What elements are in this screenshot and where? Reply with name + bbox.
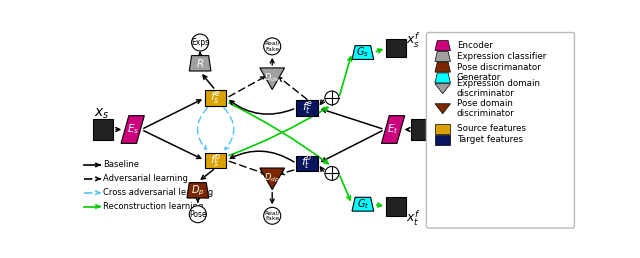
Circle shape — [325, 166, 339, 180]
Text: $R$: $R$ — [196, 57, 204, 69]
Text: Expression classifier: Expression classifier — [457, 52, 546, 61]
FancyBboxPatch shape — [435, 134, 451, 144]
Circle shape — [264, 207, 281, 224]
Text: $E_t$: $E_t$ — [387, 123, 399, 136]
Text: $D_p$: $D_p$ — [191, 183, 205, 198]
FancyBboxPatch shape — [296, 156, 318, 171]
Text: Reconstruction learning: Reconstruction learning — [103, 202, 204, 211]
Text: Pose domain
discriminator: Pose domain discriminator — [457, 99, 515, 118]
Text: Target features: Target features — [457, 135, 523, 144]
Text: Pose discrimanator: Pose discrimanator — [457, 63, 541, 72]
FancyBboxPatch shape — [93, 119, 113, 140]
Text: $x_t$: $x_t$ — [429, 108, 444, 123]
FancyBboxPatch shape — [205, 90, 227, 106]
Text: Expression domain
discriminator: Expression domain discriminator — [457, 79, 540, 98]
Text: Adversarial learning: Adversarial learning — [103, 174, 188, 183]
Text: $E_s$: $E_s$ — [127, 123, 139, 136]
Text: $f_s^p$: $f_s^p$ — [210, 152, 221, 169]
Text: $D_{dp}$: $D_{dp}$ — [264, 172, 280, 184]
FancyBboxPatch shape — [386, 197, 406, 216]
Text: Exps: Exps — [191, 38, 209, 47]
Text: Generator: Generator — [457, 74, 501, 82]
Text: $f_t^e$: $f_t^e$ — [301, 100, 312, 116]
FancyBboxPatch shape — [411, 119, 431, 140]
Polygon shape — [352, 197, 374, 211]
Polygon shape — [189, 56, 211, 71]
Polygon shape — [260, 68, 285, 90]
FancyBboxPatch shape — [435, 124, 451, 134]
Polygon shape — [260, 168, 285, 190]
FancyBboxPatch shape — [205, 153, 227, 168]
Text: $f_t^p$: $f_t^p$ — [301, 154, 313, 173]
Text: Real/
Fake: Real/ Fake — [264, 210, 280, 221]
Text: $f_s^e$: $f_s^e$ — [210, 90, 221, 107]
Circle shape — [191, 34, 209, 51]
Polygon shape — [435, 73, 451, 83]
Polygon shape — [435, 104, 451, 114]
Circle shape — [325, 91, 339, 105]
FancyBboxPatch shape — [426, 33, 575, 228]
Text: $G_s$: $G_s$ — [356, 46, 369, 59]
FancyBboxPatch shape — [296, 100, 318, 116]
Polygon shape — [121, 116, 145, 143]
Polygon shape — [435, 51, 451, 61]
Text: $G_t$: $G_t$ — [356, 197, 369, 211]
Text: Encoder: Encoder — [457, 41, 493, 50]
Polygon shape — [435, 62, 451, 72]
Text: $x_s^f$: $x_s^f$ — [406, 30, 420, 50]
Text: $D_{de}$: $D_{de}$ — [264, 72, 280, 84]
Text: $x_t^f$: $x_t^f$ — [406, 208, 420, 228]
Text: Baseline: Baseline — [103, 160, 140, 170]
Polygon shape — [435, 84, 451, 94]
Polygon shape — [381, 116, 404, 143]
Text: Cross adversarial learning: Cross adversarial learning — [103, 188, 213, 197]
Text: Real/
Fake: Real/ Fake — [264, 41, 280, 52]
Polygon shape — [187, 183, 209, 198]
Text: Pose: Pose — [189, 210, 207, 219]
Circle shape — [264, 38, 281, 55]
Text: Source features: Source features — [457, 124, 525, 133]
Polygon shape — [435, 41, 451, 51]
FancyBboxPatch shape — [386, 39, 406, 57]
Polygon shape — [352, 46, 374, 59]
Text: $x_s$: $x_s$ — [94, 107, 109, 121]
Circle shape — [189, 206, 206, 223]
